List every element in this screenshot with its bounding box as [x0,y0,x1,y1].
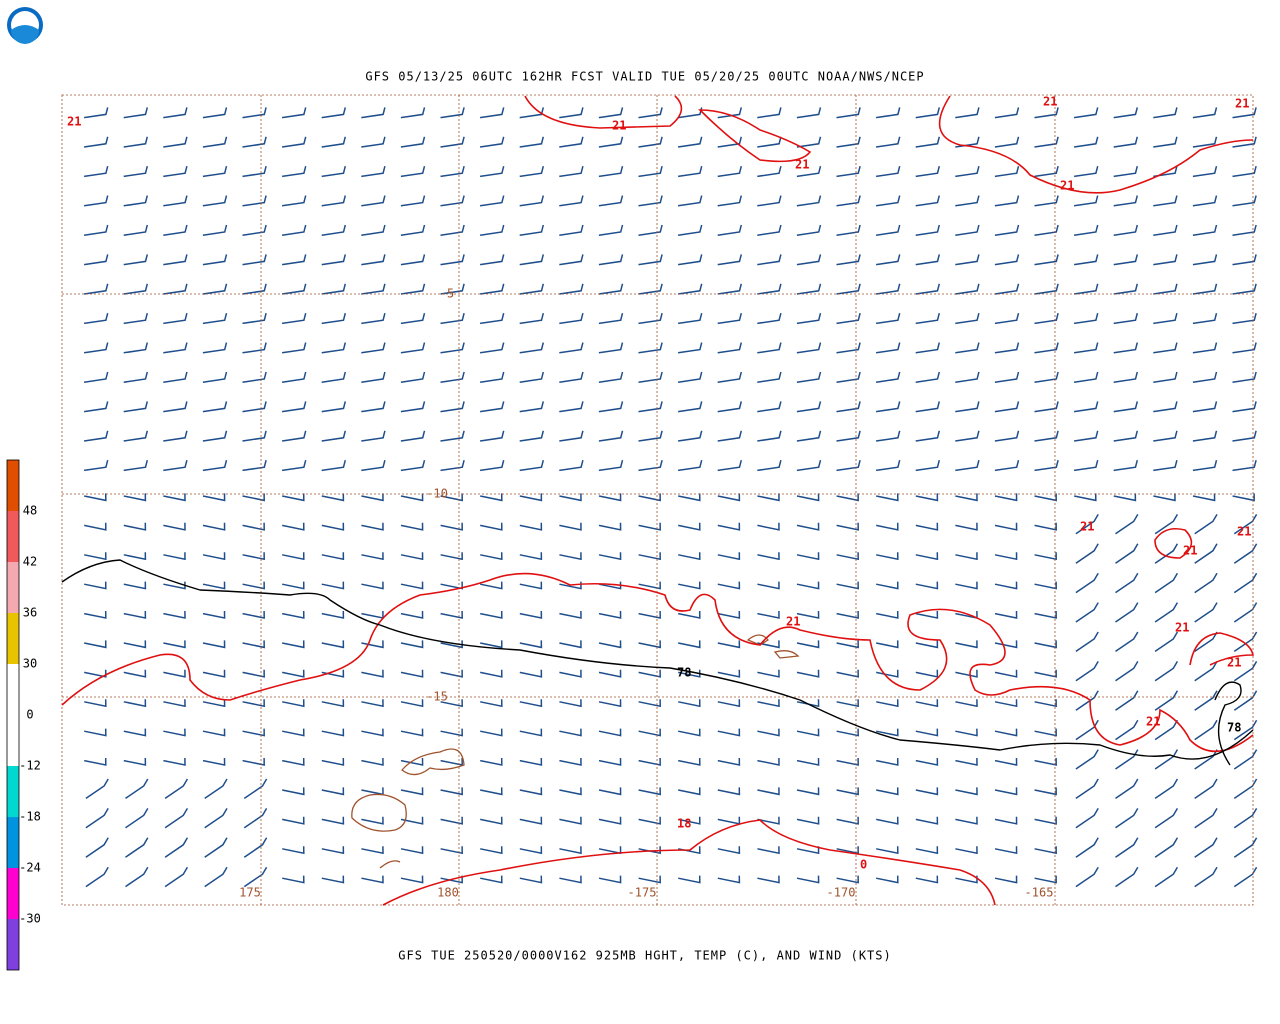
contour-label: 21 [612,119,626,133]
contour-label: 21 [1237,525,1251,539]
lat-labels: -5 -10 -15 [426,287,454,704]
lat-label: -15 [426,690,448,704]
colorbar-segment [7,817,19,868]
colorbar-label: -24 [19,861,41,875]
title: GFS 05/13/25 06UTC 162HR FCST VALID TUE … [365,70,924,84]
contour-label: 21 [67,115,81,129]
colorbar-segment [7,664,19,715]
temp-contours [61,95,1254,906]
colorbar-label: 42 [23,555,37,569]
colorbar-label: -30 [19,912,41,926]
colorbar: 48 42 36 30 0 -12 -18 -24 -30 [6,459,41,971]
colorbar-label: 0 [26,708,33,722]
contour-label: 0 [860,858,867,872]
colorbar-label: 30 [23,657,37,671]
lon-labels: 175 180 -175 -170 -165 [239,886,1053,900]
contour-label: 78 [1227,721,1241,735]
contour-label: 18 [677,817,691,831]
contour-label: 21 [1235,97,1249,111]
barb-field [83,107,1258,888]
lon-label: 175 [239,886,261,900]
contour-label: 21 [1146,715,1160,729]
colorbar-segment [7,919,19,970]
contour-label: 21 [1043,95,1057,109]
contour-label: 21 [1227,656,1241,670]
lon-label: 180 [437,886,459,900]
contour-label: 21 [795,158,809,172]
colorbar-segment [7,562,19,613]
colorbar-segment [7,766,19,817]
contour-label: 21 [786,615,800,629]
contour-label: 78 [677,666,691,680]
colorbar-label: 36 [23,606,37,620]
wind-barbs [83,107,1258,888]
contour-label: 21 [1060,179,1074,193]
lon-label: -175 [628,886,657,900]
colorbar-segment [7,511,19,562]
colorbar-segment [7,613,19,664]
lon-label: -165 [1025,886,1054,900]
colorbar-segment [7,460,19,511]
lat-label: -5 [440,287,454,301]
contour-label: 21 [1183,544,1197,558]
colorbar-segment [7,868,19,919]
colorbar-frame [6,459,20,971]
footer: GFS TUE 250520/0000V162 925MB HGHT, TEMP… [398,949,891,963]
colorbar-label: 48 [23,504,37,518]
contour-label: 21 [1175,621,1189,635]
logo [7,7,43,44]
grid [61,94,1254,906]
contour-label: 21 [1080,520,1094,534]
contour-labels: 21 21 21 21 21 21 21 21 21 21 21 21 21 7… [67,95,1251,872]
land [351,634,800,869]
lon-label: -170 [827,886,856,900]
lat-label: -10 [426,487,448,501]
colorbar-label: -12 [19,759,41,773]
colorbar-label: -18 [19,810,41,824]
colorbar-segment [7,715,19,766]
